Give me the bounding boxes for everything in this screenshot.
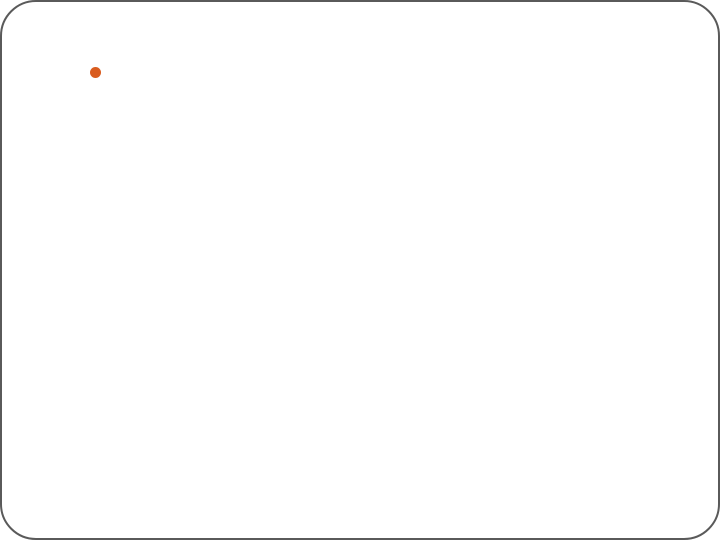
figures-row [42, 230, 678, 458]
slide-frame [0, 0, 720, 540]
seismogram-traces-chart [42, 230, 342, 458]
bullet-item [90, 60, 638, 78]
seismic-section-chart [372, 230, 672, 440]
bullet-dot-icon [90, 67, 101, 78]
